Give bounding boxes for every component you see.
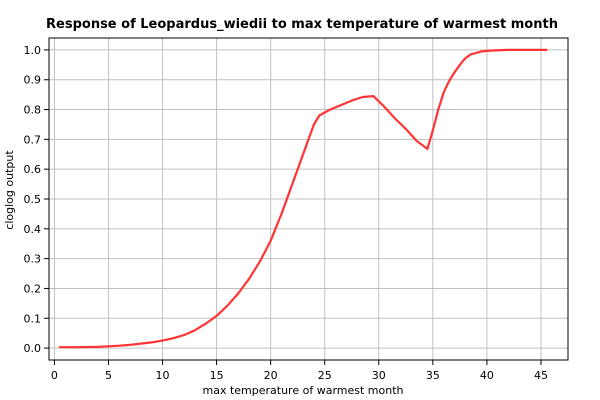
data-point	[545, 49, 548, 51]
data-point	[362, 96, 364, 98]
y-tick-label: 0.7	[24, 133, 42, 146]
x-tick-label: 35	[426, 369, 440, 382]
y-axis: 0.0 0.1 0.2 0.3 0.4 0.5 0.6 0.7 0.8 0.9 1.0	[24, 44, 49, 355]
data-point	[226, 305, 228, 307]
y-tick-label: 0.3	[24, 253, 42, 266]
data-point	[75, 346, 77, 348]
data-point	[329, 109, 331, 111]
grid	[49, 38, 568, 360]
x-tick-label: 10	[156, 369, 170, 382]
y-tick-label: 0.6	[24, 163, 42, 176]
y-tick-label: 0.8	[24, 104, 42, 117]
data-point	[107, 345, 110, 347]
y-tick-label: 0.0	[24, 342, 42, 355]
data-point	[394, 117, 396, 120]
data-point	[372, 95, 374, 97]
data-point	[216, 315, 218, 317]
y-axis-label: cloglog output	[3, 150, 16, 230]
y-tick-label: 0.2	[24, 282, 42, 295]
data-point	[464, 57, 466, 59]
x-tick-label: 25	[318, 369, 332, 382]
data-point	[151, 341, 153, 343]
data-point	[161, 340, 164, 342]
data-point	[205, 323, 207, 325]
data-point	[140, 343, 142, 345]
data-point	[405, 128, 407, 130]
data-point	[270, 240, 272, 242]
data-point	[480, 50, 483, 53]
data-point	[318, 114, 320, 117]
data-point	[313, 123, 315, 126]
data-point	[470, 53, 472, 56]
chart-title: Response of Leopardus_wiedii to max temp…	[46, 17, 558, 32]
data-point	[248, 278, 250, 280]
x-axis: 0 5 10 15 20 25 30 35 40 45	[51, 360, 548, 382]
data-point	[172, 337, 174, 339]
data-point	[448, 80, 450, 82]
data-point	[340, 104, 342, 106]
y-tick-label: 0.4	[24, 223, 42, 236]
y-tick-label: 0.5	[24, 193, 42, 206]
data-point	[426, 148, 428, 150]
y-tick-label: 1.0	[24, 44, 42, 57]
data-point	[97, 346, 99, 348]
x-tick-label: 15	[210, 369, 224, 382]
x-axis-label: max temperature of warmest month	[203, 384, 404, 397]
x-tick-label: 0	[51, 369, 58, 382]
data-point	[118, 345, 120, 347]
data-point	[437, 109, 439, 111]
data-point	[443, 91, 445, 93]
data-point	[129, 344, 131, 346]
data-point	[383, 106, 385, 108]
data-point	[524, 49, 526, 51]
data-point	[459, 64, 461, 66]
data-point	[194, 329, 196, 331]
data-point	[416, 140, 418, 142]
data-point	[280, 213, 283, 215]
series-layer	[58, 48, 548, 349]
data-point	[259, 261, 261, 263]
data-point	[453, 71, 456, 73]
data-point	[302, 153, 304, 155]
x-tick-label: 45	[534, 369, 548, 382]
y-tick-label: 0.1	[24, 312, 42, 325]
data-point	[183, 334, 185, 336]
data-point	[237, 292, 239, 295]
data-point	[507, 49, 510, 51]
data-point	[291, 183, 293, 185]
x-tick-label: 5	[105, 369, 112, 382]
data-point	[351, 100, 353, 102]
x-tick-label: 40	[480, 369, 494, 382]
data-point	[59, 346, 61, 348]
x-tick-label: 30	[372, 369, 386, 382]
data-point	[491, 49, 493, 52]
data-point	[432, 129, 434, 131]
x-tick-label: 20	[264, 369, 278, 382]
y-tick-label: 0.9	[24, 74, 42, 87]
